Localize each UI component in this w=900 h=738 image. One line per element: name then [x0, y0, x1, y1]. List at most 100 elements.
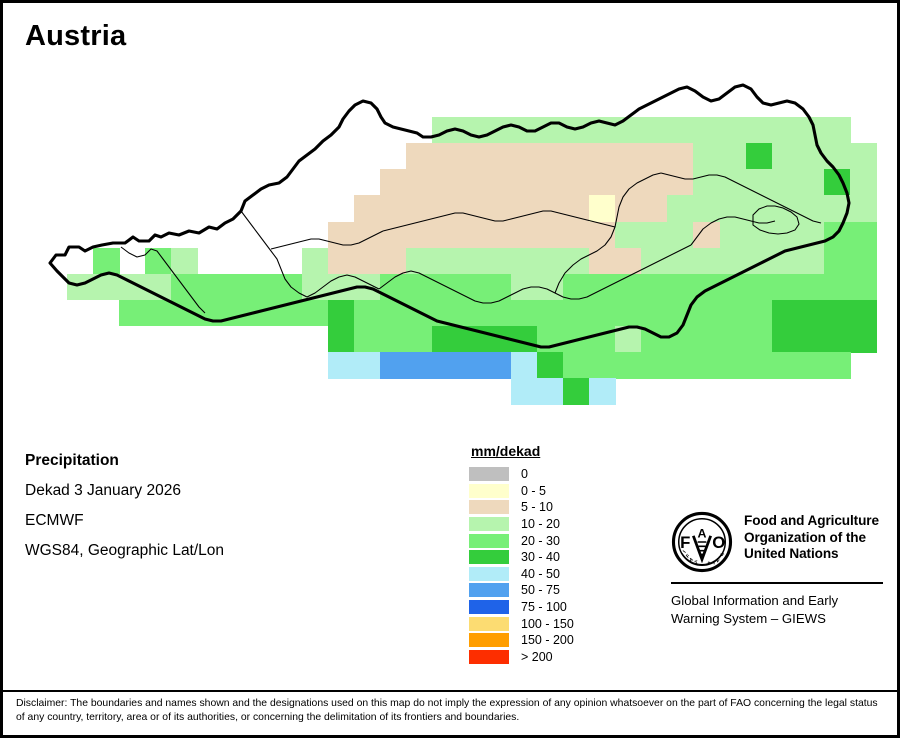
raster-cell — [693, 169, 721, 196]
raster-cell — [328, 221, 355, 249]
raster-cell — [406, 221, 433, 249]
raster-cell — [797, 169, 825, 196]
giews-system-name: Global Information and Early Warning Sys… — [671, 592, 887, 627]
fao-organization-name: Food and Agriculture Organization of the… — [744, 511, 879, 563]
raster-cell — [354, 299, 381, 327]
raster-cell — [406, 247, 433, 275]
raster-cell — [562, 378, 590, 405]
raster-cell — [406, 325, 433, 353]
raster-cell — [850, 169, 877, 196]
raster-cell — [380, 247, 407, 275]
legend-row: 10 - 20 — [469, 516, 574, 533]
legend-row: > 200 — [469, 649, 574, 666]
raster-cell — [693, 117, 721, 144]
raster-cell — [301, 299, 329, 327]
legend-label: 0 - 5 — [521, 483, 547, 498]
map-vector-overlay — [48, 83, 851, 349]
raster-cell — [771, 325, 799, 353]
raster-cell — [850, 273, 877, 301]
fao-org-line-3: United Nations — [744, 546, 839, 561]
raster-cell — [275, 273, 303, 301]
raster-cell — [719, 352, 747, 379]
raster-cell — [745, 117, 773, 144]
raster-cell — [301, 247, 329, 275]
raster-cell — [380, 352, 407, 379]
raster-cell — [458, 299, 486, 327]
legend-label: 40 - 50 — [521, 566, 560, 581]
legend-row: 0 - 5 — [469, 483, 574, 500]
legend-title: mm/dekad — [471, 443, 541, 459]
raster-cell — [771, 221, 799, 249]
raster-cell — [719, 299, 747, 327]
raster-cell — [589, 299, 616, 327]
legend-swatch — [469, 517, 509, 532]
legend-row: 40 - 50 — [469, 566, 574, 583]
legend-row: 100 - 150 — [469, 615, 574, 632]
raster-cell — [171, 247, 199, 275]
giews-line-1: Global Information and Early — [671, 593, 839, 608]
raster-cell — [249, 273, 277, 301]
raster-cell — [589, 169, 616, 196]
raster-cell — [823, 143, 851, 170]
raster-cell — [797, 273, 825, 301]
raster-cell — [145, 247, 172, 275]
raster-cell — [510, 169, 538, 196]
raster-cell — [615, 352, 642, 379]
raster-cell — [484, 221, 512, 249]
raster-cell — [615, 247, 642, 275]
raster-cell — [667, 117, 694, 144]
svg-text:A: A — [698, 527, 707, 541]
raster-cell — [797, 195, 825, 223]
svg-text:F: F — [680, 533, 690, 552]
raster-cell — [693, 143, 721, 170]
legend-label: > 200 — [521, 649, 553, 664]
svg-text:I: I — [717, 554, 723, 560]
legend-swatch — [469, 649, 509, 664]
raster-cell — [119, 299, 146, 327]
raster-cell — [406, 352, 433, 379]
raster-cell — [719, 247, 747, 275]
raster-cell — [850, 195, 877, 223]
province-boundaries — [120, 172, 822, 314]
raster-cell — [562, 143, 590, 170]
raster-cell — [641, 273, 668, 301]
raster-cell — [458, 247, 486, 275]
raster-cell — [536, 352, 564, 379]
raster-cell — [615, 299, 642, 327]
raster-cell — [667, 273, 694, 301]
legend-row: 150 - 200 — [469, 632, 574, 649]
fao-divider — [671, 582, 883, 584]
raster-cell — [719, 325, 747, 353]
raster-cell — [589, 378, 616, 405]
raster-cell — [510, 247, 538, 275]
raster-cell — [797, 352, 825, 379]
raster-cell — [432, 247, 460, 275]
raster-cell — [719, 221, 747, 249]
svg-text:A: A — [710, 559, 716, 566]
raster-cell — [432, 143, 460, 170]
svg-text:O: O — [712, 533, 725, 552]
giews-line-2: Warning System – GIEWS — [671, 610, 826, 626]
map-canvas — [3, 65, 897, 405]
raster-cell — [354, 247, 381, 275]
raster-cell — [641, 299, 668, 327]
legend-label: 75 - 100 — [521, 600, 567, 615]
svg-text:N: N — [714, 557, 721, 564]
raster-cell — [850, 247, 877, 275]
raster-cell — [171, 273, 199, 301]
raster-cell — [641, 143, 668, 170]
raster-cell — [562, 117, 590, 144]
legend-row: 75 - 100 — [469, 599, 574, 616]
page-title: Austria — [25, 20, 127, 52]
raster-cell — [67, 273, 94, 301]
raster-cell — [823, 247, 851, 275]
raster-cell — [380, 195, 407, 223]
raster-cell — [745, 221, 773, 249]
legend-label: 5 - 10 — [521, 500, 553, 515]
legend-label: 0 — [521, 467, 528, 482]
raster-cell — [693, 247, 721, 275]
raster-cell — [771, 299, 799, 327]
raster-cell — [536, 143, 564, 170]
raster-cell — [432, 169, 460, 196]
